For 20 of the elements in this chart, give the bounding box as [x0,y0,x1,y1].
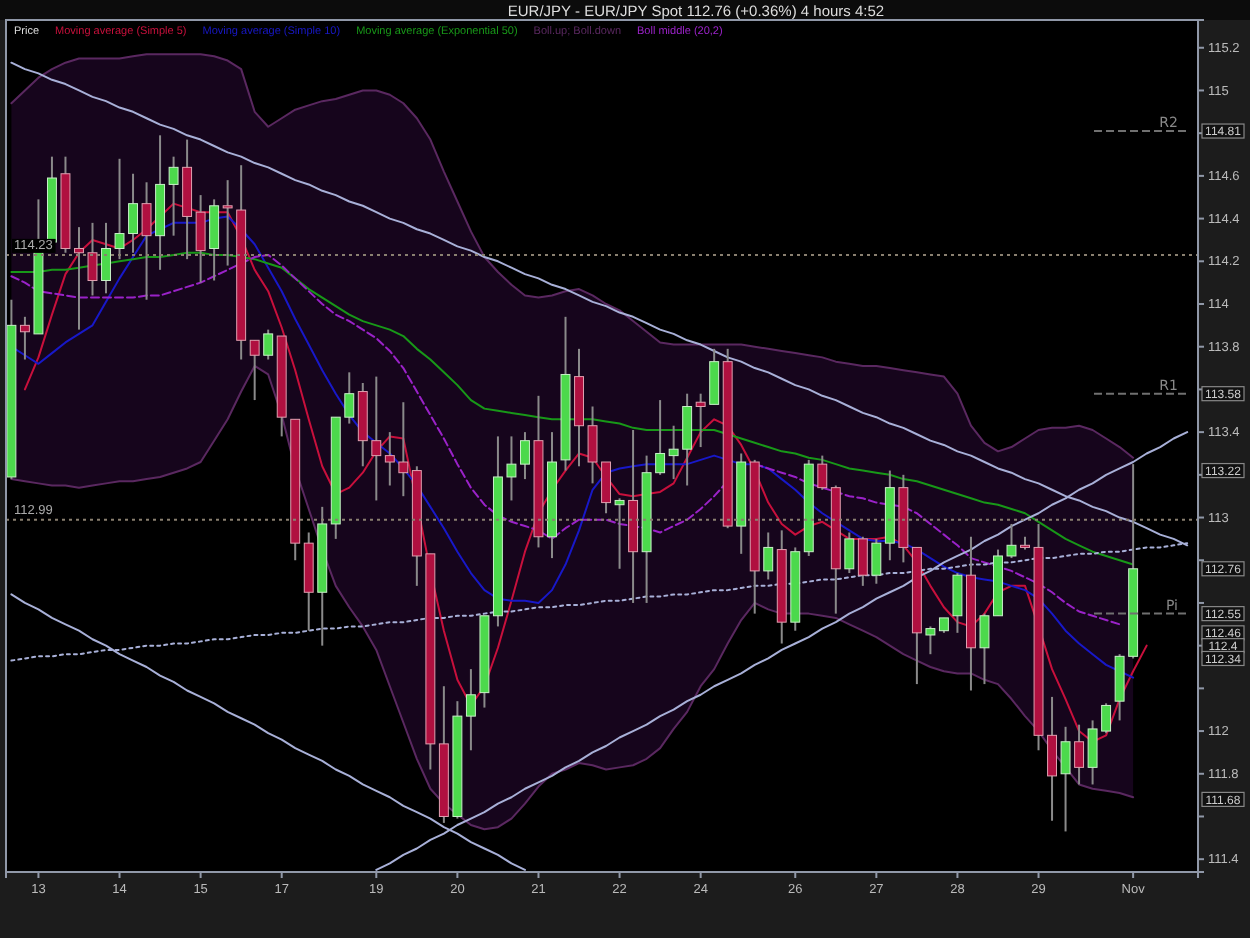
candlestick [857,535,868,587]
candlestick [249,339,260,402]
candlestick [844,531,855,575]
candlestick [709,347,720,406]
candlestick [263,328,274,361]
candlestick [614,497,625,570]
candlestick [141,181,152,301]
line-series [10,364,1135,831]
candlestick [195,194,206,284]
candlestick [871,537,882,585]
candlestick [209,198,220,282]
candlestick [1074,723,1085,786]
candlestick [1060,725,1071,833]
candlestick [695,392,706,449]
candlestick [222,179,233,267]
candlestick [817,454,828,491]
candlestick [952,572,963,634]
candlestick [19,315,30,361]
candlestick [763,531,774,581]
line-series [10,53,1135,459]
